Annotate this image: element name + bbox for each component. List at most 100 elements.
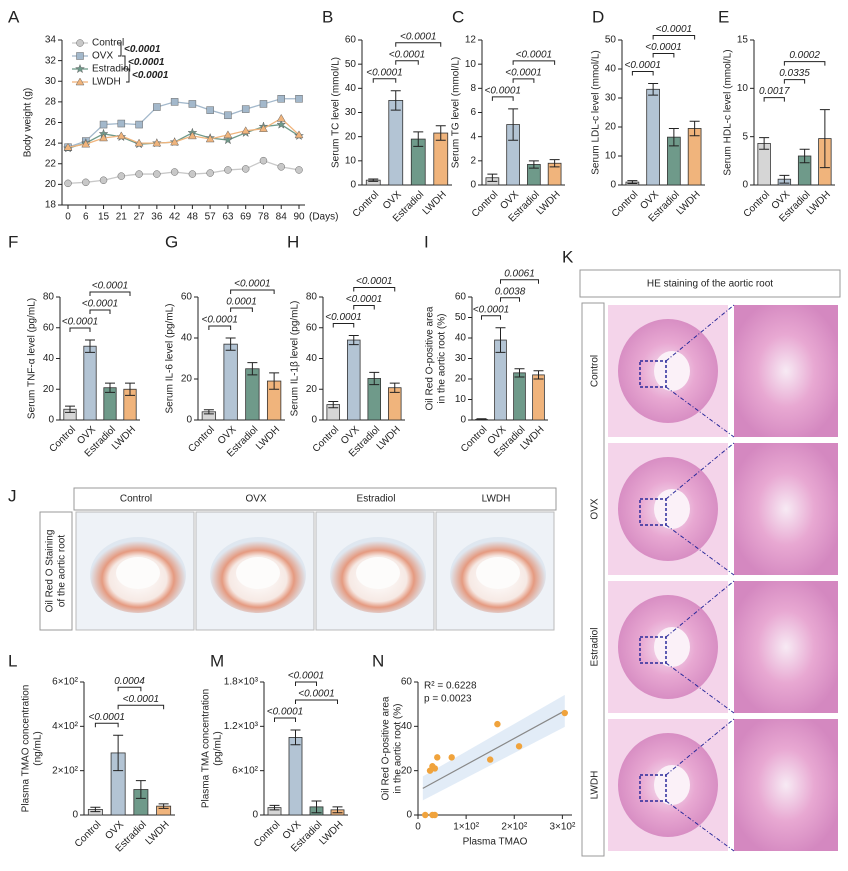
y-axis-label: Serum TC level (mmol/L) <box>331 57 342 168</box>
y-tick-label: 30 <box>605 93 617 104</box>
p-value: 0.0335 <box>779 68 810 79</box>
panel-letter: D <box>592 7 604 26</box>
significance-bracket <box>117 686 142 692</box>
y-tick-label: 32 <box>45 55 57 66</box>
x-tick-label: 0 <box>415 822 421 833</box>
row-label: OVX <box>590 498 601 519</box>
legend-p-value: <0.0001 <box>132 70 169 81</box>
point <box>75 77 85 86</box>
y-tick-label: 0 <box>470 180 476 191</box>
point <box>170 168 179 176</box>
p-value: <0.0001 <box>234 279 270 290</box>
he-zoom-box <box>639 774 667 802</box>
y-tick-label: 4 <box>470 131 476 142</box>
y-tick-label: 0 <box>350 180 356 191</box>
y-tick-label: 0 <box>460 415 466 426</box>
y-tick-label: 20 <box>181 374 193 385</box>
point <box>82 178 90 187</box>
error-bar <box>514 368 525 378</box>
y-tick-label: 15 <box>737 35 749 46</box>
y-tick-label: 30 <box>345 107 357 118</box>
error-bar <box>311 800 322 814</box>
y-tick-label: 18 <box>45 200 57 211</box>
error-bar <box>332 806 343 814</box>
side-box <box>581 302 605 857</box>
legend-label: OVX <box>92 51 113 62</box>
y-axis-label: Serum TG level (mmol/L) <box>451 57 462 169</box>
error-bar <box>819 109 830 169</box>
y-tick-label: 0 <box>311 415 317 426</box>
significance-bracket <box>395 42 442 47</box>
point <box>188 170 197 178</box>
panel-letter: B <box>322 7 333 26</box>
significance-bracket <box>395 60 419 65</box>
error-bar <box>435 125 446 141</box>
header-box <box>73 487 557 511</box>
point <box>276 113 286 122</box>
he-zoom-link <box>665 580 735 714</box>
he-zoom-link <box>665 442 735 576</box>
y-axis-label: Serum IL-1β level (pg/mL) <box>290 301 301 417</box>
point <box>515 743 523 750</box>
he-zoom-box <box>639 636 667 664</box>
p-value: <0.0001 <box>505 68 541 79</box>
header-box <box>579 269 841 298</box>
point <box>135 170 143 178</box>
point <box>224 166 232 174</box>
significance-bracket <box>89 291 131 297</box>
error-bar <box>135 780 146 799</box>
x-tick-label: 48 <box>187 212 199 223</box>
he-zoom-box <box>639 360 667 388</box>
error-bar <box>648 83 659 96</box>
y-tick-label: 30 <box>455 353 467 364</box>
significance-bracket <box>481 315 501 320</box>
y-tick-label: 10 <box>465 59 477 70</box>
legend-bracket <box>126 68 130 83</box>
y-axis-label: Serum LDL-c level (mmol/L) <box>591 50 602 174</box>
y-tick-label: 6×10² <box>52 677 79 688</box>
significance-bracket <box>89 309 111 315</box>
error-bar <box>158 803 169 809</box>
x-tick-label: 6 <box>83 212 89 223</box>
error-bar <box>113 734 124 772</box>
error-bar <box>495 327 506 353</box>
annotation: R² = 0.6228 <box>424 681 477 692</box>
x-tick-label: Control <box>47 424 78 455</box>
error-bar <box>203 409 214 415</box>
point <box>277 95 285 103</box>
y-tick-label: 10 <box>345 155 357 166</box>
p-value: 0.0001 <box>226 297 257 308</box>
panel-letter: F <box>8 232 18 251</box>
point <box>259 124 268 132</box>
y-tick-label: 1.8×10³ <box>224 677 259 688</box>
y-tick-label: 2×10² <box>52 765 79 776</box>
p-value: 0.0017 <box>759 86 790 97</box>
point <box>116 131 126 140</box>
point <box>170 137 180 146</box>
y-tick-label: 20 <box>306 384 318 395</box>
x-tick-label: Control <box>351 189 382 220</box>
y-tick-label: 0 <box>186 415 192 426</box>
y-tick-label: 20 <box>45 179 57 190</box>
error-bar <box>508 108 519 141</box>
error-bar <box>759 137 770 150</box>
point <box>277 163 285 171</box>
y-tick-label: 60 <box>43 322 55 333</box>
y-axis-label: in the aortic root (%) <box>437 313 448 403</box>
p-value: <0.0001 <box>366 67 402 78</box>
y-tick-label: 20 <box>43 384 55 395</box>
point <box>223 130 233 139</box>
column-label: LWDH <box>482 494 511 505</box>
y-tick-label: 10 <box>605 151 617 162</box>
significance-bracket <box>652 53 675 58</box>
p-value: <0.0001 <box>389 49 425 60</box>
panel-letter: L <box>8 651 17 670</box>
stain-lumen <box>356 557 400 589</box>
y-tick-label: 40 <box>345 83 357 94</box>
y-axis-label: Serum IL-6 level (pg/mL) <box>165 303 176 413</box>
legend-p-value: <0.0001 <box>124 44 161 55</box>
p-value: <0.0001 <box>82 299 118 310</box>
point <box>206 106 214 114</box>
y-tick-label: 10 <box>455 394 467 405</box>
